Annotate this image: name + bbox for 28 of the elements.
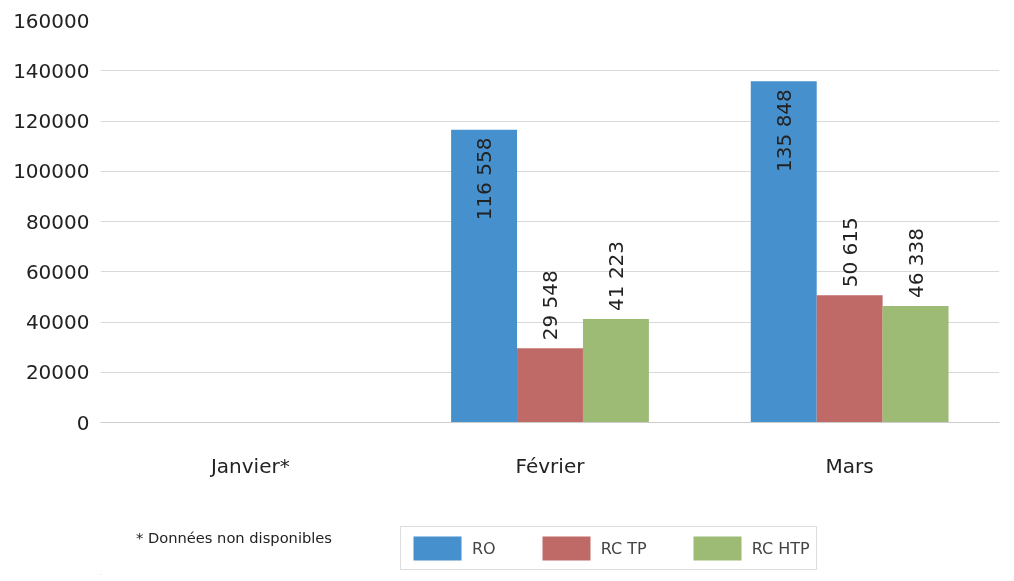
legend-label: RC HTP — [751, 538, 810, 558]
y-tick-label: 40000 — [25, 310, 90, 334]
y-tick-label: 120000 — [13, 109, 90, 133]
data-label: 116 558 — [472, 137, 497, 221]
bar — [451, 129, 518, 423]
x-tick-label: Janvier* — [208, 453, 290, 478]
y-tick-label: 20000 — [25, 360, 90, 385]
bar — [882, 306, 949, 423]
y-tick-label: 60000 — [25, 259, 90, 284]
data-label: 46 338 — [903, 228, 928, 299]
text: * Données non disponibles — [135, 528, 332, 546]
data-label: 135 848 — [771, 89, 796, 172]
y-tick-label: 100000 — [13, 159, 90, 184]
bar — [582, 318, 649, 423]
data-label: 29 548 — [538, 270, 562, 341]
legend-label: RO — [472, 538, 496, 558]
data-label: 41 223 — [603, 240, 628, 311]
y-tick-label: 80000 — [25, 209, 90, 234]
data-label: 50 615 — [837, 217, 862, 288]
y-tick-label: 160000 — [13, 8, 90, 33]
x-tick-label: Février — [515, 453, 586, 478]
legend-label: RC TP — [600, 538, 647, 558]
y-tick-label: 0 — [76, 410, 90, 435]
bar — [750, 81, 817, 423]
x-tick-label: Mars — [825, 453, 874, 478]
bar — [816, 295, 883, 423]
bar — [517, 348, 583, 423]
y-tick-label: 140000 — [13, 58, 90, 83]
